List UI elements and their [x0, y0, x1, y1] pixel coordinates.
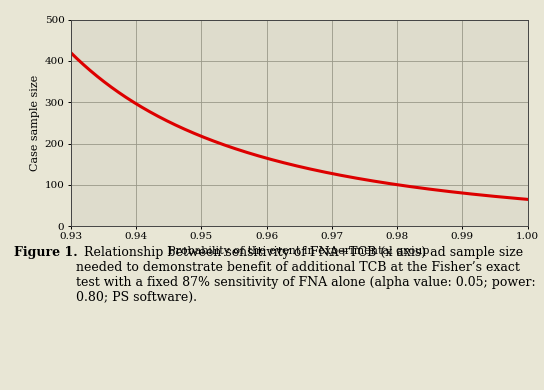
- Text: Relationship between sensitivity of FNA+TCB (x axis) ad sample size needed to de: Relationship between sensitivity of FNA+…: [76, 246, 536, 304]
- Text: Figure 1.: Figure 1.: [14, 246, 77, 259]
- Y-axis label: Case sample size: Case sample size: [30, 75, 40, 171]
- X-axis label: Probability of the event in experimental group: Probability of the event in experimental…: [169, 246, 430, 255]
